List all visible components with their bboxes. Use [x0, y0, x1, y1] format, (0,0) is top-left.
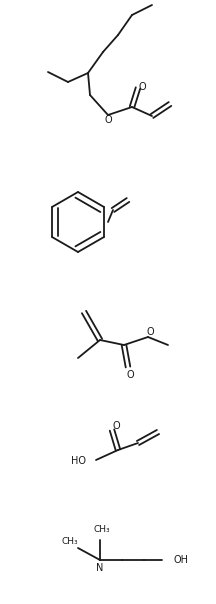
- Text: CH₃: CH₃: [94, 525, 110, 535]
- Text: O: O: [104, 115, 112, 125]
- Text: HO: HO: [71, 456, 86, 466]
- Text: N: N: [96, 563, 104, 573]
- Text: O: O: [146, 327, 154, 337]
- Text: O: O: [126, 370, 134, 380]
- Text: O: O: [112, 421, 120, 431]
- Text: OH: OH: [174, 555, 189, 565]
- Text: CH₃: CH₃: [62, 536, 78, 545]
- Text: O: O: [138, 82, 146, 92]
